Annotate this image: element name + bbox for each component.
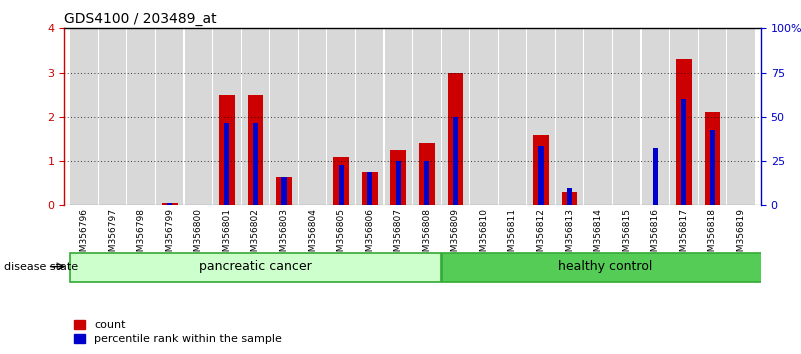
Bar [562,192,578,205]
Bar [390,150,406,205]
Bar [653,148,658,205]
Bar [425,161,429,205]
Bar [70,253,441,282]
Bar [127,28,155,205]
Bar [270,28,298,205]
Bar [333,156,349,205]
Bar [213,28,240,205]
Bar [367,172,372,205]
Bar [339,166,344,205]
Bar [585,28,612,205]
Bar [448,73,463,205]
Bar [419,143,435,205]
Bar [527,28,555,205]
Bar [682,99,686,205]
Bar [556,28,583,205]
Text: disease state: disease state [4,262,78,272]
Bar [356,28,384,205]
Bar [470,28,497,205]
Bar [727,28,755,205]
Bar [396,161,400,205]
Bar [99,28,127,205]
Bar [710,130,715,205]
Bar [253,124,258,205]
Bar [70,28,98,205]
Bar [242,28,269,205]
Bar [705,113,720,205]
Bar [184,28,212,205]
Text: GDS4100 / 203489_at: GDS4100 / 203489_at [64,12,217,26]
Bar [567,188,572,205]
Text: healthy control: healthy control [557,260,652,273]
Bar [162,203,178,205]
Bar [670,28,698,205]
Bar [248,95,264,205]
Bar [413,28,441,205]
Bar [276,177,292,205]
Bar [328,28,355,205]
Bar [219,95,235,205]
Bar [384,28,412,205]
Bar [167,203,172,205]
Bar [698,28,726,205]
Bar [642,28,669,205]
Bar [613,28,641,205]
Bar [281,177,287,205]
Bar [299,28,326,205]
Bar [676,59,692,205]
Bar [499,28,526,205]
Bar [538,145,544,205]
Bar [224,124,229,205]
Bar [156,28,183,205]
Legend: count, percentile rank within the sample: count, percentile rank within the sample [70,315,287,348]
Bar [441,253,768,282]
Bar [362,172,377,205]
Bar [453,117,458,205]
Text: pancreatic cancer: pancreatic cancer [199,260,312,273]
Bar [533,135,549,205]
Bar [441,28,469,205]
